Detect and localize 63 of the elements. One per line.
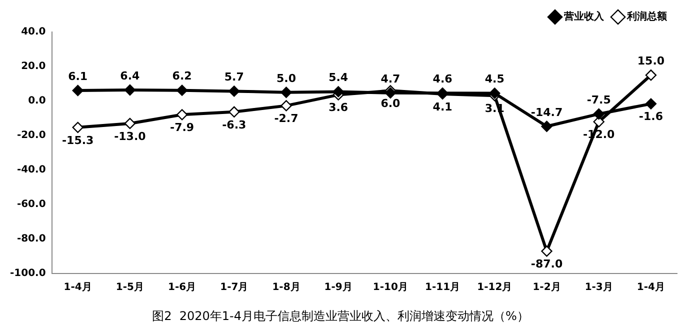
data-label: 6.0 [380, 97, 401, 110]
data-label: -1.6 [638, 110, 664, 124]
point [72, 84, 84, 96]
y-tick-label: -40.0 [16, 164, 46, 176]
x-tick-label: 1-9月 [324, 282, 352, 294]
data-label: -14.7 [530, 106, 563, 119]
point [124, 84, 136, 96]
x-tick-label: 1-5月 [116, 282, 144, 294]
point [228, 86, 240, 97]
point [332, 86, 344, 98]
x-tick-label: 1-3月 [584, 282, 613, 294]
point [645, 98, 657, 110]
data-label: -15.3 [62, 134, 94, 147]
data-label: 6.4 [120, 69, 140, 82]
point [593, 108, 604, 120]
x-tick-label: 1-6月 [168, 282, 196, 294]
y-tick-label: -100.0 [10, 268, 46, 280]
legend-label: 营业收入 [563, 10, 605, 23]
data-label: 4.7 [380, 72, 400, 86]
text: 图2 2020年1-4月电子信息制造业营业收入、利润增速变动情况（%） [152, 308, 529, 323]
y-tick-label: -60.0 [16, 199, 46, 210]
point [280, 86, 292, 98]
legend-label: 利润总额 [626, 10, 668, 23]
data-label: 5.7 [224, 70, 244, 84]
data-label: 3.6 [328, 101, 348, 114]
point [541, 246, 552, 257]
y-tick-label: -80.0 [16, 234, 46, 245]
x-tick-label: 1-8月 [272, 282, 300, 294]
point [489, 88, 500, 99]
y-tick-label: 0.0 [28, 96, 46, 107]
y-tick-label: -20.0 [16, 130, 46, 142]
data-label: 4.1 [432, 100, 452, 114]
data-label: -7.5 [586, 93, 611, 106]
data-label: -7.9 [170, 121, 194, 134]
point [176, 109, 188, 120]
y-tick-label: 40.0 [21, 26, 46, 38]
data-label: 15.0 [637, 54, 665, 68]
data-label: -6.3 [222, 118, 246, 132]
point [228, 106, 240, 118]
data-label: 5.4 [328, 71, 348, 84]
point [645, 70, 657, 81]
data-label: 6.2 [172, 70, 192, 83]
point [541, 120, 552, 132]
x-tick-label: 1-12月 [477, 282, 512, 294]
x-tick-label: 1-10月 [372, 282, 408, 294]
data-label: 4.6 [432, 72, 453, 86]
data-label: 4.5 [484, 72, 504, 86]
x-tick-label: 1-4月 [64, 282, 92, 294]
point [72, 122, 84, 134]
data-label: -2.7 [274, 112, 298, 126]
data-label: -13.0 [114, 130, 146, 143]
point [124, 118, 136, 130]
x-tick-label: 1-11月 [425, 282, 460, 294]
x-tick-label: 1-7月 [220, 282, 248, 294]
x-tick-label: 1-2月 [532, 282, 561, 294]
data-label: -87.0 [530, 258, 563, 271]
data-label: 5.0 [276, 72, 296, 85]
point [176, 84, 188, 96]
y-tick-label: 20.0 [21, 61, 46, 72]
data-label: 6.1 [68, 70, 88, 83]
x-tick-label: 1-4月 [636, 282, 665, 294]
point [280, 100, 292, 112]
point [384, 87, 396, 99]
